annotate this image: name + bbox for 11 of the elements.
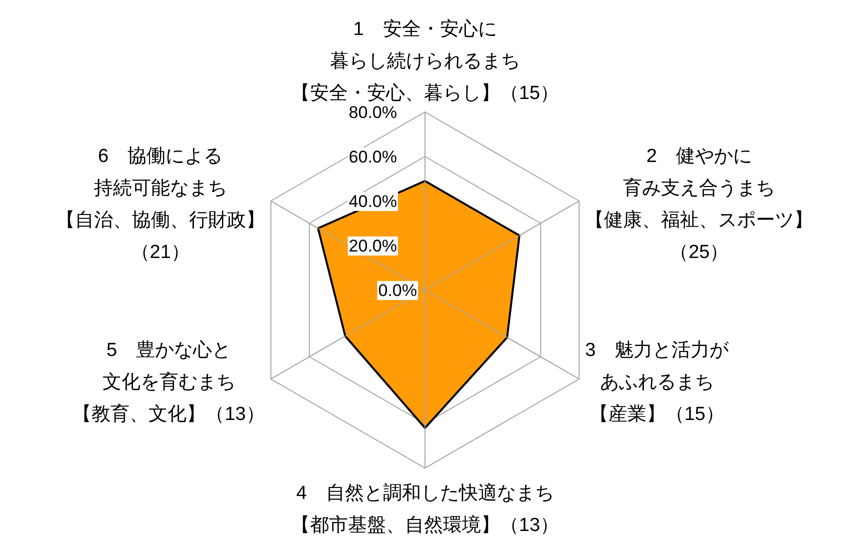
- y-tick-label: 80.0%: [348, 103, 397, 122]
- spoke-label: 4 自然と調和した快適なまち【都市基盤、自然環境】（13）: [290, 482, 560, 536]
- y-tick-label: 60.0%: [348, 148, 397, 166]
- spoke-label: 3 魅力と活力があふれるまち【産業】（15）: [585, 340, 730, 425]
- spoke-label: 2 健やかに育み支え合うまち【健康、福祉、スポーツ】（25）: [585, 146, 814, 263]
- spoke-label: 5 豊かな心と文化を育むまち【教育、文化】（13）: [72, 338, 265, 425]
- y-tick-label: 0.0%: [378, 281, 417, 300]
- spoke-label: 6 協働による持続可能なまち【自治、協働、行財政】（21）: [56, 146, 265, 263]
- y-tick-label: 20.0%: [348, 236, 397, 256]
- y-tick-label: 40.0%: [348, 192, 397, 211]
- spoke-label: 1 安全・安心に暮らし続けられるまち【安全・安心、暮らし】（15）: [290, 18, 560, 104]
